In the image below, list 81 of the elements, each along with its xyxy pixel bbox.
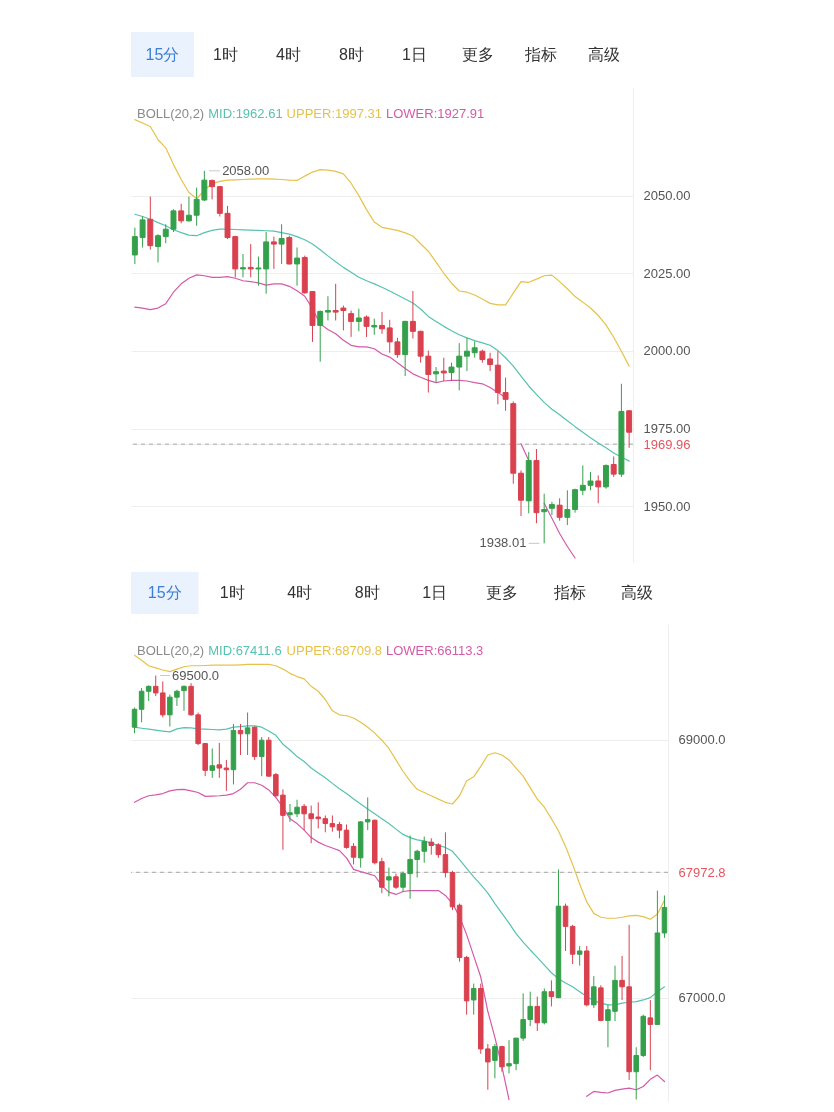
candlestick	[386, 867, 392, 897]
candlestick	[440, 357, 447, 382]
annotation: 1938.01	[479, 535, 527, 551]
annotation: 2058.00	[222, 162, 270, 178]
text: 15分	[147, 584, 182, 601]
candlestick	[492, 1043, 498, 1079]
candlestick	[240, 253, 246, 278]
candlestick	[595, 474, 602, 504]
text: LOWER:66113.3	[386, 643, 484, 658]
line-series	[134, 213, 630, 462]
candlestick	[541, 493, 548, 544]
candlestick	[591, 975, 597, 1009]
y-tick-label: 1969.96	[643, 436, 691, 452]
candlestick	[379, 311, 385, 335]
text: 4时	[287, 584, 313, 601]
candlestick	[155, 233, 161, 263]
candlestick	[564, 489, 571, 526]
candlestick	[244, 712, 251, 756]
candlestick	[131, 707, 138, 734]
candlestick	[278, 223, 285, 265]
candlestick	[178, 203, 185, 224]
y-tick-label: 1950.00	[643, 498, 691, 514]
legend-title: BOLL(20,2)	[137, 106, 205, 121]
candlestick	[610, 455, 617, 478]
candlestick	[442, 831, 449, 878]
candlestick	[548, 979, 555, 1007]
candlestick	[317, 310, 324, 363]
candlestick	[247, 243, 254, 278]
text: MID:1962.61	[208, 106, 283, 121]
text: 1日	[402, 45, 427, 63]
text: 1日	[422, 584, 448, 601]
text: 15分	[145, 45, 180, 63]
text: 高级	[587, 45, 620, 63]
candlestick	[324, 295, 331, 321]
candlestick	[185, 196, 192, 223]
candlestick	[350, 842, 357, 865]
candlestick	[348, 310, 355, 338]
candlestick	[181, 684, 187, 712]
candlestick	[556, 497, 563, 522]
candlestick	[562, 903, 569, 952]
y-tick-label: 67972.8	[678, 864, 726, 880]
candlestick	[603, 464, 609, 490]
candlestick	[343, 823, 350, 850]
text: 指标	[552, 584, 586, 601]
text: LOWER:1927.91	[386, 106, 485, 121]
text: 8时	[354, 584, 380, 601]
candlestick	[470, 983, 477, 1016]
text: 更多	[461, 45, 494, 63]
candlestick	[433, 366, 440, 384]
text: 高级	[621, 584, 654, 601]
text: 更多	[486, 584, 519, 601]
y-tick-label: 67000.0	[678, 990, 726, 1006]
candlestick	[209, 747, 216, 779]
y-tick-label: 2050.00	[643, 188, 691, 204]
candlestick	[363, 315, 370, 338]
text: UPPER:1997.31	[286, 106, 383, 121]
line-series	[134, 119, 630, 367]
candlestick	[576, 945, 583, 967]
y-tick-label: 2025.00	[643, 265, 691, 281]
candlestick	[270, 236, 277, 270]
candlestick	[626, 409, 633, 449]
candlestick	[355, 308, 362, 332]
candlestick	[534, 996, 541, 1032]
text: MID:67411.6	[208, 643, 282, 658]
legend-title: BOLL(20,2)	[137, 643, 205, 658]
y-tick-label: 2000.00	[643, 343, 691, 359]
candlestick	[548, 501, 555, 516]
text: 指标	[523, 45, 557, 63]
y-tick-label: 1975.00	[643, 421, 691, 436]
candlestick	[294, 247, 301, 287]
candlestick	[463, 337, 470, 372]
candlestick	[499, 1045, 505, 1073]
annotation: 69500.0	[171, 667, 219, 683]
candlestick	[647, 999, 654, 1071]
candlestick	[258, 736, 265, 777]
text: 8时	[339, 45, 364, 63]
y-tick-label: 69000.0	[678, 732, 726, 748]
text: 1时	[213, 45, 238, 63]
text: 4时	[276, 45, 301, 63]
text: 1时	[219, 584, 245, 601]
series-label: UPPER:68709.8	[286, 643, 383, 658]
